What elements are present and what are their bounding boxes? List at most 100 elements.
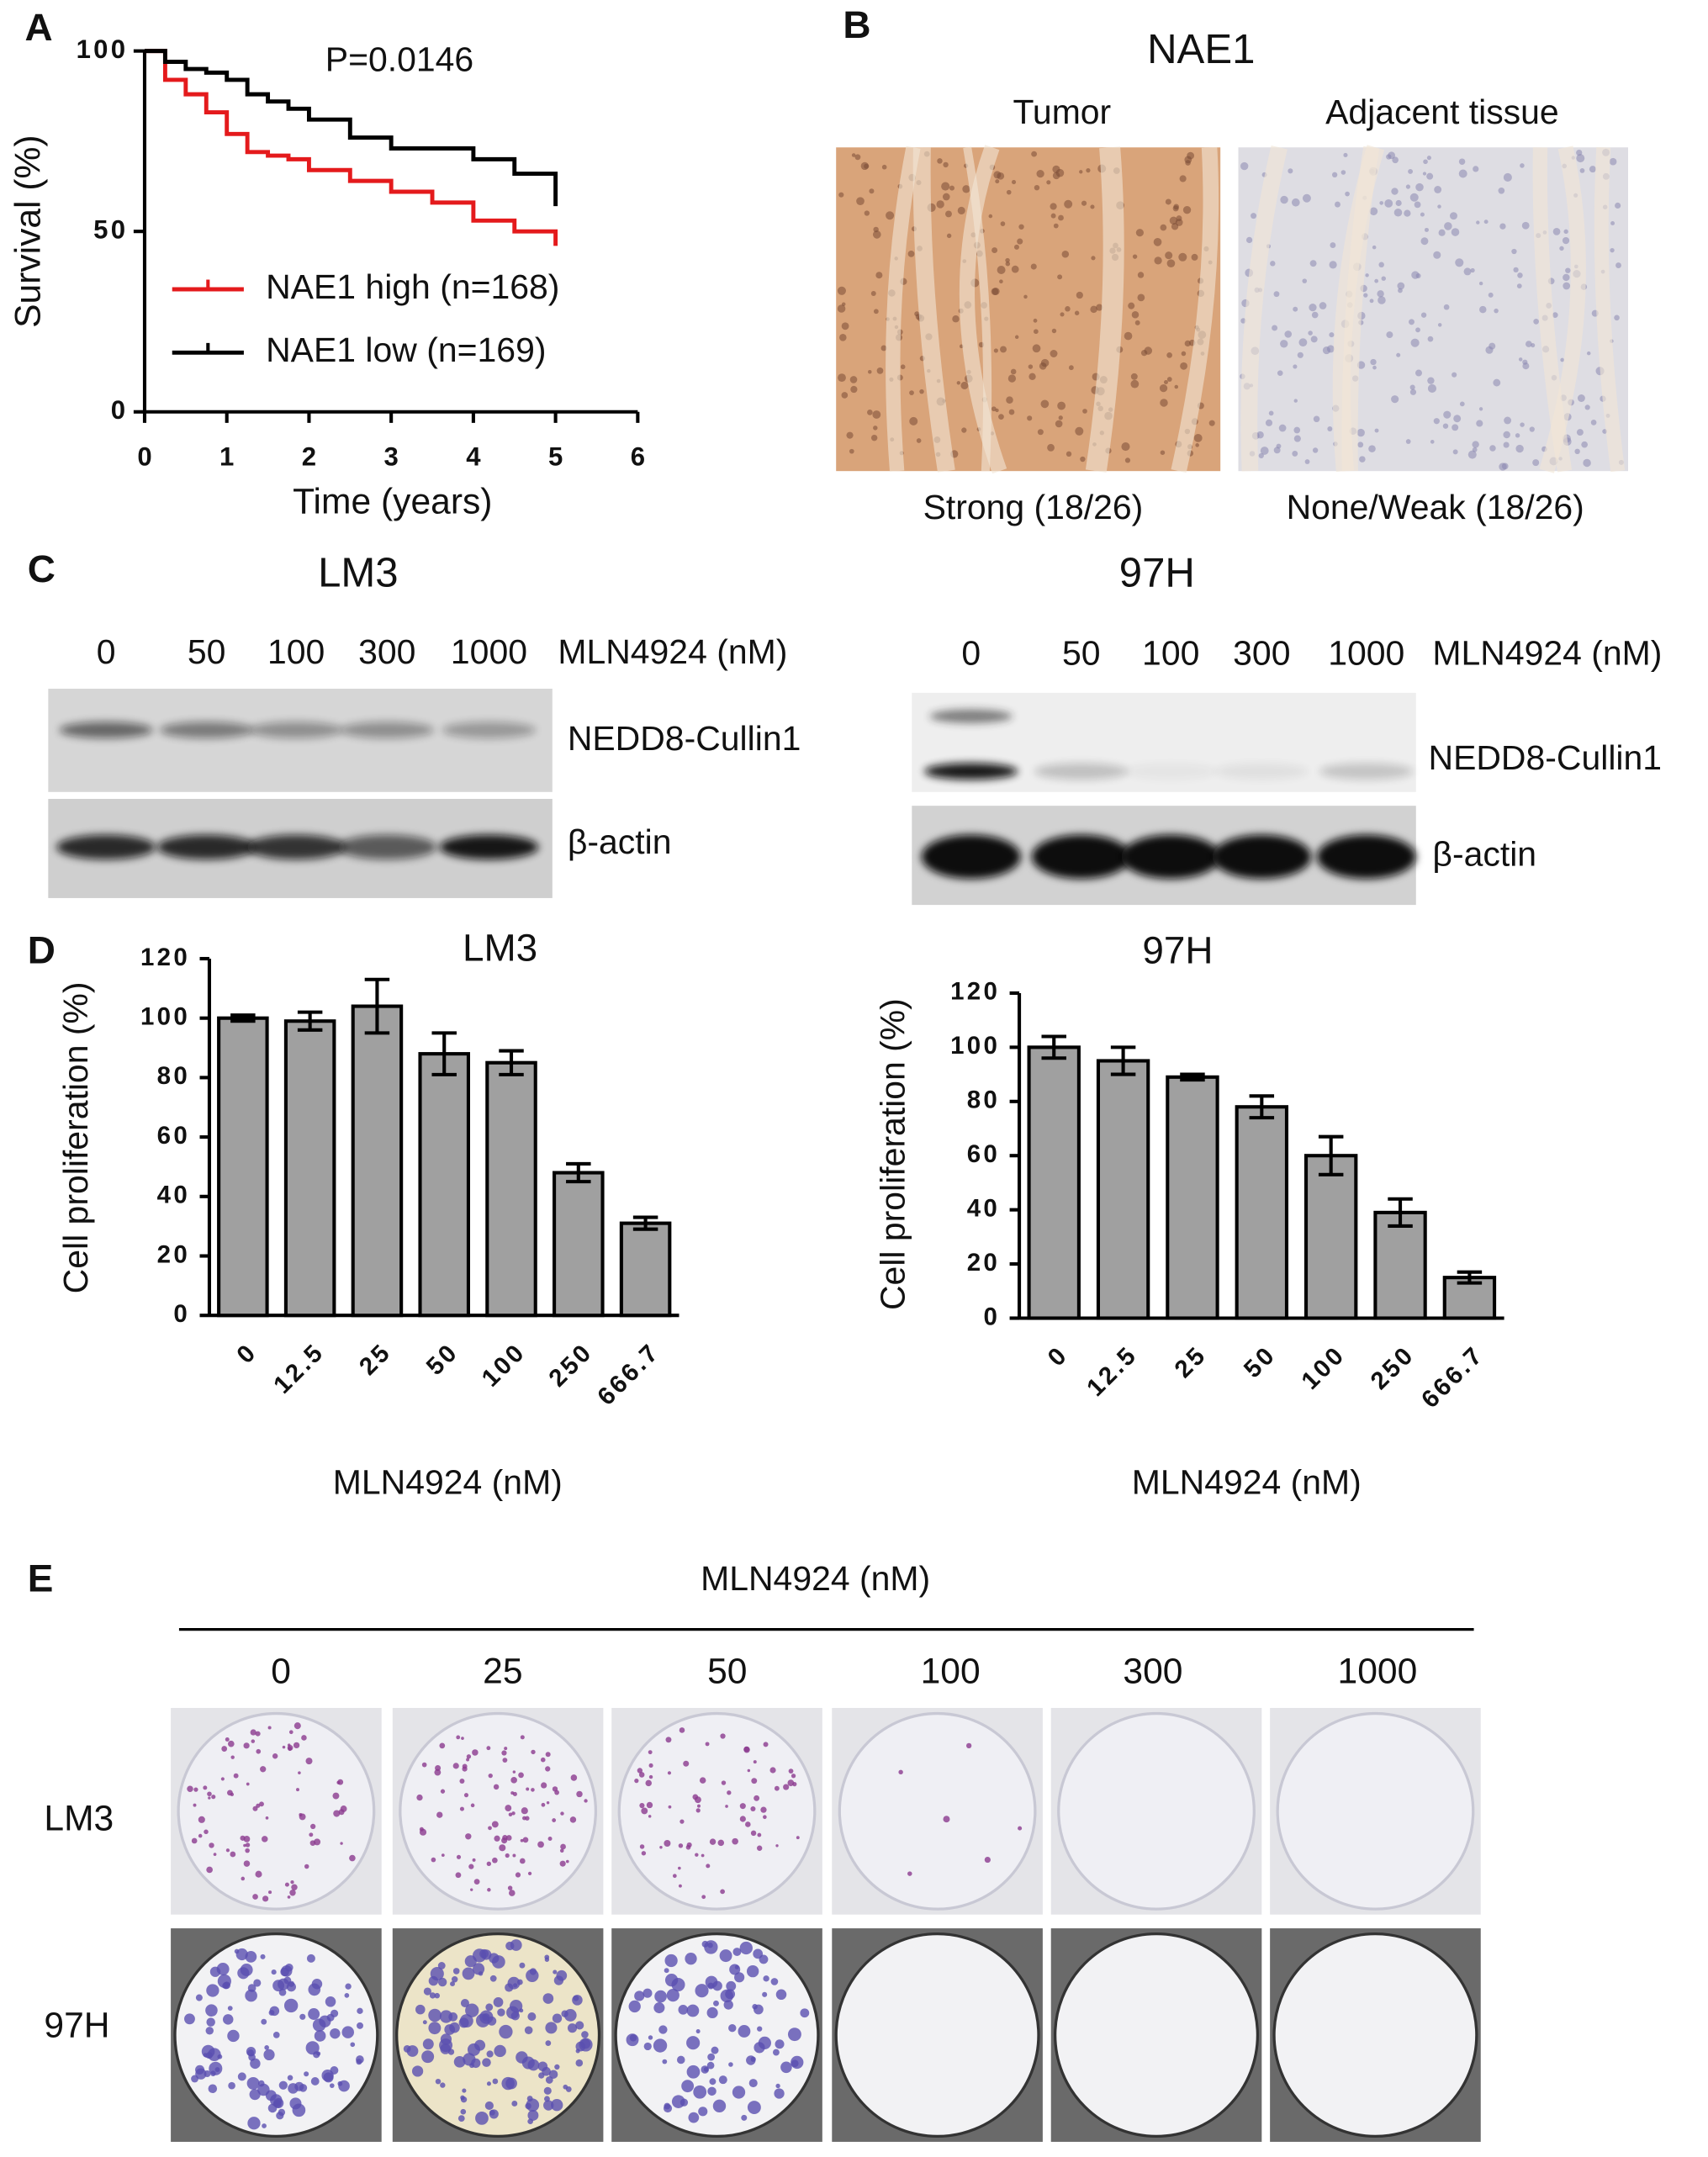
colony [271,1969,277,1975]
nucleus [961,427,967,433]
nucleus [1064,199,1073,209]
nucleus [1278,424,1287,432]
colony [264,2045,269,2050]
nucleus [1563,282,1571,290]
nucleus [1483,219,1489,225]
nucleus [941,182,950,191]
x-tick-label: 0 [1043,1340,1074,1372]
ihc-texture [1240,145,1626,473]
nucleus [1134,320,1140,325]
y-tick-label: 20 [967,1249,1000,1277]
colony [285,1963,293,1972]
colony [436,1811,443,1818]
colony [241,1876,246,1881]
error-bar [1180,1072,1205,1082]
y-tick-label: 40 [967,1194,1000,1222]
colony [634,1779,639,1784]
colony [283,1998,299,2013]
colony [435,1764,442,1771]
nucleus [1277,370,1283,376]
nucleus [1552,227,1561,235]
colony [246,2076,260,2090]
nucleus [1565,267,1571,273]
dose-label: 100 [1142,633,1199,672]
colony [527,1871,532,1876]
colony [191,1837,198,1844]
nucleus [919,389,924,394]
colony [469,2063,475,2069]
colony [683,1760,690,1767]
colony [472,1749,479,1756]
nucleus [998,414,1004,420]
nucleus [1359,456,1366,463]
colony [641,1807,648,1815]
colony [738,2025,751,2038]
nucleus [1488,292,1494,298]
nucleus [1560,357,1564,362]
nucleus [936,200,944,209]
nucleus [1319,302,1327,309]
nucleus [1576,149,1583,156]
colony [411,2065,424,2077]
colony [554,1790,560,1795]
plate-dish [1057,1711,1256,1911]
colony [269,2006,280,2017]
colony [259,1801,264,1807]
colony [261,1836,268,1842]
colony [459,1806,464,1811]
colony [791,1774,796,1779]
nucleus [1121,442,1130,452]
nucleus [1058,214,1064,221]
colony [639,1802,645,1809]
dose-label: 100 [267,632,325,671]
nucleus [1137,272,1145,278]
colony [468,1864,474,1869]
colony [278,2080,288,2090]
colony [787,1779,795,1787]
nucleus [1034,184,1040,191]
bar [418,1052,470,1318]
colony [198,1816,205,1823]
colony [489,1975,497,1982]
treatment-label: MLN4924 (nM) [558,632,787,671]
colony [235,1948,248,1961]
colony [753,1948,764,1959]
nucleus [1140,349,1148,357]
colony [527,2012,537,2022]
tissue-streak [1085,146,1124,473]
nucleus [1005,257,1010,263]
error-bar [431,1031,457,1076]
colony [711,2046,719,2054]
colony [486,1746,491,1751]
y-tick-label: 100 [77,34,129,64]
blot-band [921,834,1021,880]
x-tick-label: 12.5 [1081,1340,1143,1402]
colony [448,2012,458,2022]
colony [273,2099,282,2108]
colony [704,1940,718,1954]
x-tick-label: 6 [631,442,645,472]
nucleus [993,348,998,353]
nucleus [1450,212,1457,220]
colony [203,1785,208,1790]
nucleus [1313,415,1320,423]
colony [486,1861,492,1867]
nucleus [1050,350,1058,357]
nucleus [1518,357,1523,362]
nucleus [1408,168,1414,174]
y-tick-label: 100 [140,1002,190,1030]
nucleus [841,392,849,399]
colony [245,1848,250,1853]
nucleus [1409,319,1415,325]
nucleus [1615,262,1621,268]
colony [428,2022,442,2035]
plate-dish [614,1932,820,2138]
colony [287,2075,293,2081]
nucleus [1068,365,1074,371]
nucleus [1443,410,1452,419]
blot-band [929,709,1013,723]
x-tick-label: 4 [466,442,481,472]
colony [459,1779,465,1784]
blot-band [56,834,156,860]
colony [475,2111,489,2125]
